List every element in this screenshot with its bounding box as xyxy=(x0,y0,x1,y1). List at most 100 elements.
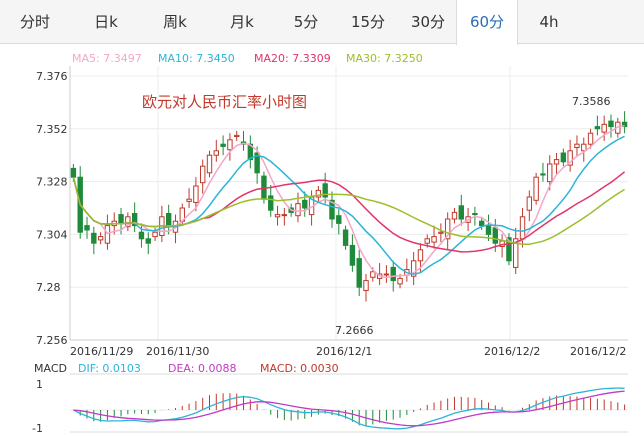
moving-average-lines xyxy=(72,124,626,279)
candle-body xyxy=(315,189,322,198)
ma30-line xyxy=(72,177,625,245)
candle-body xyxy=(513,238,519,268)
time-axis: 2016/11/29 2016/11/30 2016/12/1 2016/12/2 20… xyxy=(70,345,626,358)
candle-body xyxy=(547,163,553,183)
candle-body xyxy=(97,236,104,241)
candle-body xyxy=(553,159,560,165)
candle-body xyxy=(254,152,260,174)
macd-label: MACD xyxy=(34,362,67,375)
candle-body xyxy=(424,238,430,244)
ma10-line xyxy=(72,135,625,275)
candle-body xyxy=(526,196,533,211)
candle-body xyxy=(560,152,567,163)
price-tick-label: 7.352 xyxy=(36,123,68,136)
candle-body xyxy=(574,143,580,148)
dea-label: DEA: 0.0088 xyxy=(168,362,236,375)
legend-ma30: MA30: 7.3250 xyxy=(346,52,423,65)
candle-body xyxy=(206,154,213,174)
candle-body xyxy=(485,225,492,235)
candle-body xyxy=(118,214,124,224)
candle-body xyxy=(458,205,464,220)
time-tick-label: 2016/12/1 xyxy=(316,345,372,358)
macd-panel: MACD DIF: 0.0103 DEA: 0.0088 MACD: 0.0030 1 -… xyxy=(32,362,628,435)
candle-body xyxy=(587,132,594,145)
candle-body xyxy=(199,165,206,184)
kline-chart[interactable]: 7.376 7.352 7.328 7.304 7.28 7.256 2016/11/29… xyxy=(0,44,644,436)
candle-body xyxy=(104,225,111,244)
tab-4h[interactable]: 4h xyxy=(539,13,559,31)
price-tick-label: 7.304 xyxy=(36,228,68,241)
candle-body xyxy=(138,231,145,240)
candle-body xyxy=(220,143,226,147)
candle-body xyxy=(506,237,512,262)
candle-body xyxy=(342,229,349,246)
tab-daily-k[interactable]: 日k xyxy=(94,13,118,31)
candle-body xyxy=(84,225,90,231)
legend-ma10: MA10: 7.3450 xyxy=(158,52,235,65)
tab-5min[interactable]: 5分 xyxy=(293,13,319,31)
ma-legend: MA5: 7.3497 MA10: 7.3450 MA20: 7.3309 MA30:… xyxy=(72,52,423,65)
candle-body xyxy=(472,213,478,216)
candle-body xyxy=(91,232,97,244)
candle-body xyxy=(145,238,151,244)
macd-tick-label: -1 xyxy=(32,422,43,435)
macd-tick-label: 1 xyxy=(36,378,43,391)
candle-body xyxy=(417,249,424,262)
candle-body xyxy=(274,214,281,218)
time-tick-label: 2016/12/2 xyxy=(484,345,540,358)
candle-body xyxy=(390,266,396,282)
candle-body xyxy=(322,183,328,198)
ma5-line xyxy=(72,124,625,279)
dea-line xyxy=(73,390,625,427)
candle-body xyxy=(125,216,131,228)
candle-body xyxy=(165,213,172,227)
candle-body xyxy=(370,271,376,278)
candle-body xyxy=(268,195,274,211)
candle-body xyxy=(302,199,308,209)
tab-weekly-k[interactable]: 周k xyxy=(163,13,187,31)
candle-body xyxy=(70,167,77,178)
candle-body xyxy=(519,216,526,240)
candle-body xyxy=(329,199,335,220)
time-tick-label: 2016/11/29 xyxy=(70,345,133,358)
candle-body xyxy=(492,227,499,244)
ma20-line xyxy=(72,171,626,253)
candle-body xyxy=(444,218,451,240)
candles xyxy=(70,111,628,302)
candle-body xyxy=(186,198,192,202)
candle-body xyxy=(213,150,220,156)
candle-body xyxy=(247,143,254,161)
candle-body xyxy=(438,231,444,234)
candle-body xyxy=(131,213,138,227)
price-axis: 7.376 7.352 7.328 7.304 7.28 7.256 xyxy=(36,70,68,347)
candle-body xyxy=(567,150,573,166)
price-tick-label: 7.256 xyxy=(36,334,68,347)
tab-fenshi[interactable]: 分时 xyxy=(19,13,50,31)
candle-body xyxy=(193,185,199,203)
tab-30min[interactable]: 30分 xyxy=(410,13,446,31)
price-tick-label: 7.328 xyxy=(36,176,68,189)
candle-body xyxy=(601,123,607,133)
candle-body xyxy=(594,126,601,130)
candle-body xyxy=(227,139,233,151)
price-tick-label: 7.376 xyxy=(36,70,68,83)
period-tab-bar: 分时 日k 周k 月k 5分 15分 30分 60分 4h xyxy=(0,0,644,45)
candle-body xyxy=(410,260,417,277)
candle-body xyxy=(383,273,390,276)
candle-body xyxy=(281,214,288,217)
high-annotation: 7.3586 xyxy=(572,95,611,108)
tab-15min[interactable]: 15分 xyxy=(350,13,386,31)
tab-60min[interactable]: 60分 xyxy=(456,0,518,45)
legend-ma5: MA5: 7.3497 xyxy=(72,52,142,65)
tab-monthly-k[interactable]: 月k xyxy=(230,13,254,31)
candle-body xyxy=(356,258,362,288)
dif-label: DIF: 0.0103 xyxy=(78,362,141,375)
candle-body xyxy=(363,280,369,292)
candle-body xyxy=(478,220,485,227)
candle-body xyxy=(533,176,539,201)
macd-value-label: MACD: 0.0030 xyxy=(260,362,339,375)
time-tick-label: 2016/12/2 xyxy=(570,345,626,358)
low-annotation: 7.2666 xyxy=(335,324,374,337)
legend-ma20: MA20: 7.3309 xyxy=(254,52,331,65)
candle-body xyxy=(621,121,628,128)
